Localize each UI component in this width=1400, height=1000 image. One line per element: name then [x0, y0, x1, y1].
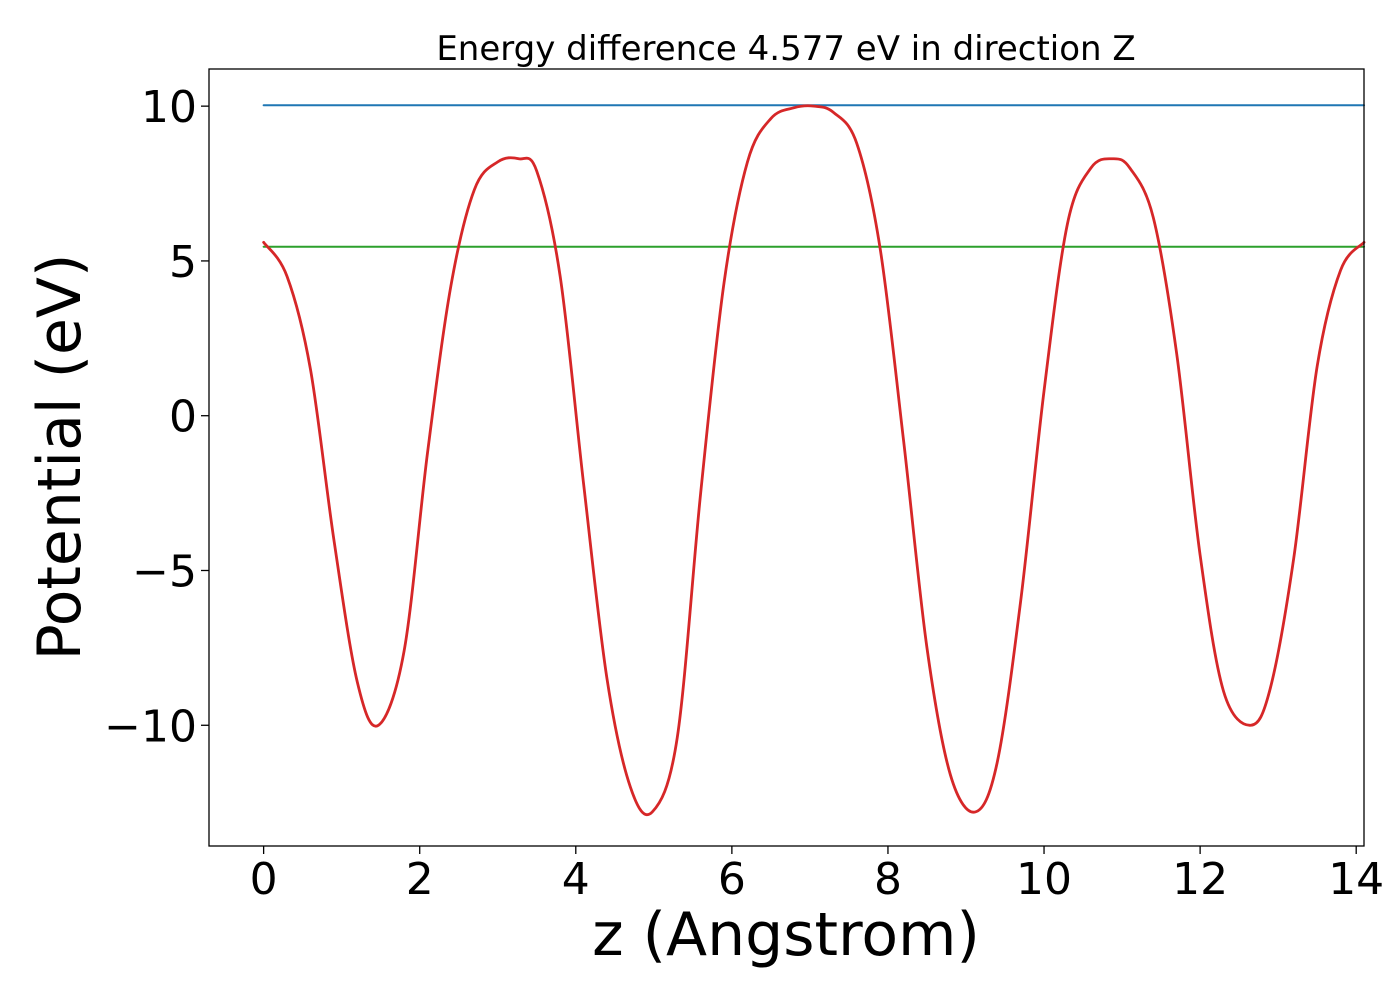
y-axis-ticks: −10 −5 0 5 10 [104, 82, 209, 752]
x-tick-label: 2 [406, 854, 434, 905]
x-tick-label: 8 [874, 854, 902, 905]
y-tick-label: 10 [141, 82, 197, 133]
x-tick-label: 0 [250, 854, 278, 905]
y-tick-label: −10 [104, 701, 197, 752]
plot-frame [208, 68, 1365, 847]
x-axis-ticks: 0 2 4 6 8 10 12 14 [250, 846, 1384, 905]
x-tick-label: 10 [1016, 854, 1072, 905]
x-tick-label: 6 [718, 854, 746, 905]
y-tick-label: 0 [169, 392, 197, 443]
series-potential-curve [262, 104, 1366, 817]
chart-title: Energy difference 4.577 eV in direction … [436, 29, 1135, 69]
y-axis-label: Potential (eV) [25, 254, 95, 661]
y-tick-label: −5 [132, 546, 197, 597]
y-tick-label: 5 [169, 237, 197, 288]
x-tick-label: 4 [562, 854, 590, 905]
x-axis-label: z (Angstrom) [592, 900, 980, 970]
x-tick-label: 14 [1328, 854, 1384, 905]
series-layer [262, 104, 1366, 817]
x-tick-label: 12 [1172, 854, 1228, 905]
